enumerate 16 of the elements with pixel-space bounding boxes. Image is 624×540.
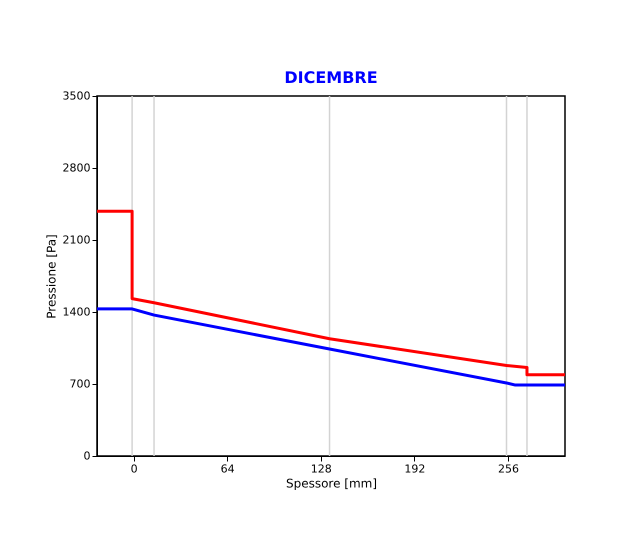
y-axis-title: Pressione [Pa] <box>44 234 59 319</box>
y-tick-label: 700 <box>70 378 90 390</box>
line-series <box>96 307 566 387</box>
y-tick-label: 3500 <box>62 90 90 102</box>
y-tick-label: 0 <box>84 450 90 462</box>
x-axis-title: Spessore [mm] <box>286 476 378 490</box>
x-tick-label: 128 <box>310 462 332 476</box>
y-tick-label: 2100 <box>62 234 90 246</box>
x-tick-label: 256 <box>498 462 519 476</box>
line-series <box>96 210 566 376</box>
y-tick-label: 1400 <box>62 306 90 318</box>
x-tick-label: 0 <box>130 462 138 476</box>
x-tick-label: 192 <box>404 462 426 476</box>
chart-title: DICEMBRE <box>284 68 378 87</box>
x-tick-label: 64 <box>220 462 235 476</box>
y-tick-label: 2800 <box>62 162 90 174</box>
